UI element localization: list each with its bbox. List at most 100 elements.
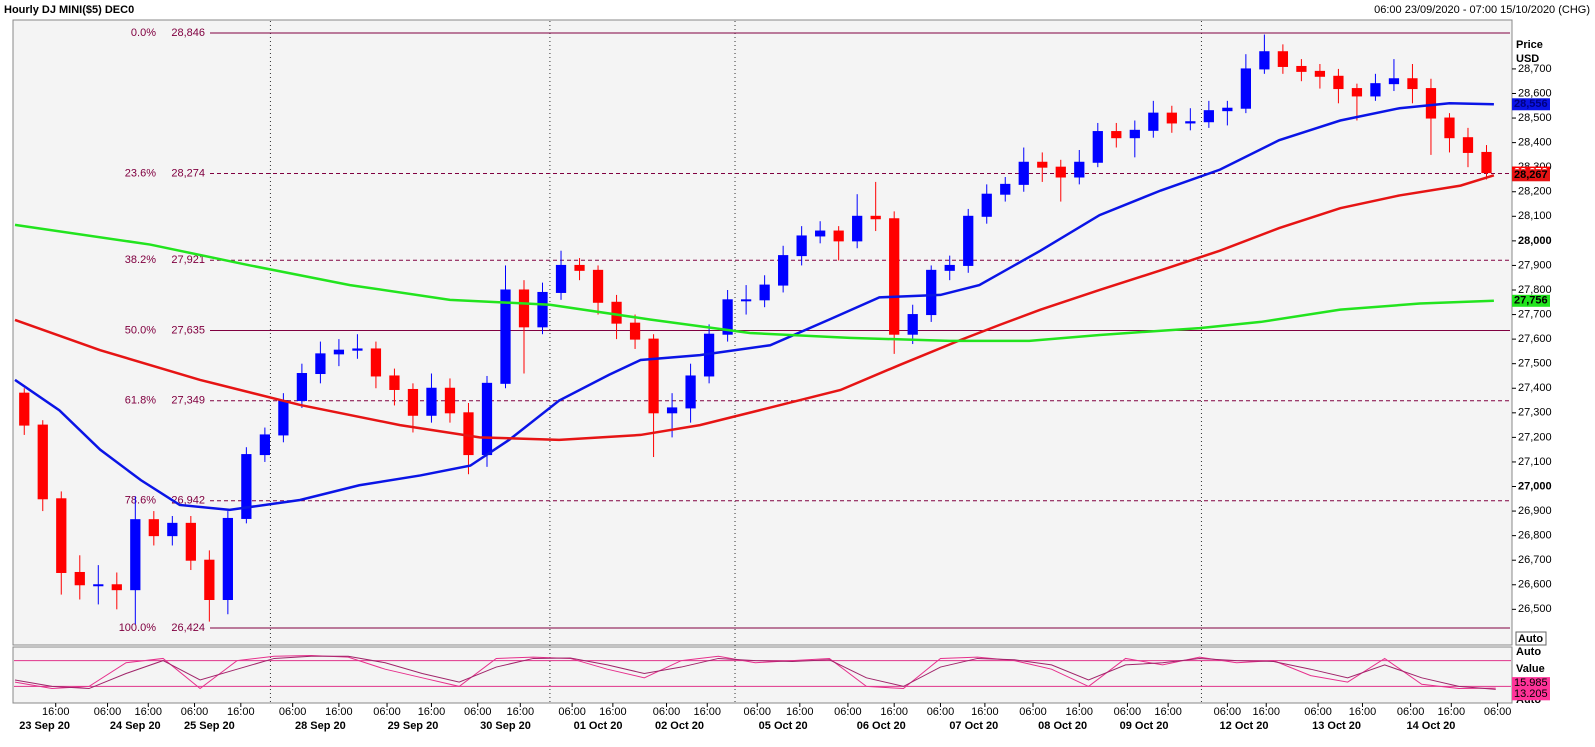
y-tick-label: 26,800 <box>1518 530 1552 542</box>
candle-body <box>444 387 456 414</box>
candle-body <box>19 392 30 426</box>
x-tick-label: 06:00 <box>1019 706 1047 718</box>
date-label: 05 Oct 20 <box>759 720 808 732</box>
price-tag <box>1512 169 1550 182</box>
candle-body <box>889 218 900 335</box>
candle-body <box>778 255 789 286</box>
y-tick-label: 26,700 <box>1518 554 1552 566</box>
x-tick-label: 06:00 <box>279 706 307 718</box>
x-tick-label: 06:00 <box>1397 706 1425 718</box>
y-tick-label: 27,500 <box>1518 358 1552 370</box>
candle-body <box>574 264 585 271</box>
candle-body <box>1314 70 1326 77</box>
x-tick-label: 16:00 <box>880 706 908 718</box>
y-tick-label: 27,700 <box>1518 308 1552 320</box>
y-tick-label: 28,400 <box>1518 137 1552 149</box>
y-tick-label: 27,900 <box>1518 259 1552 271</box>
y-tick-label: 28,100 <box>1518 210 1552 222</box>
candle-body <box>963 215 974 266</box>
y-tick-label: 27,300 <box>1518 407 1552 419</box>
fib-ratio: 100.0% <box>119 622 157 634</box>
fib-price: 27,921 <box>171 254 205 266</box>
y-tick-label: 28,600 <box>1518 87 1552 99</box>
date-label: 24 Sep 20 <box>110 720 161 732</box>
date-label: 13 Oct 20 <box>1312 720 1361 732</box>
auto-button-label[interactable]: Auto <box>1518 633 1543 645</box>
osc-tag-label: 13.205 <box>1514 688 1548 700</box>
price-tag <box>1512 98 1550 111</box>
date-label: 09 Oct 20 <box>1120 720 1169 732</box>
candle-body <box>407 388 419 416</box>
moving-average <box>14 102 1494 512</box>
candle-body <box>370 348 382 377</box>
x-tick-label: 06:00 <box>94 706 122 718</box>
fib-ratio: 50.0% <box>125 324 156 336</box>
candle-body <box>426 387 437 416</box>
candle-body <box>611 301 622 324</box>
y-tick-label: 27,100 <box>1518 456 1552 468</box>
candle-body <box>722 299 733 335</box>
chart-title: Hourly DJ MINI($5) DEC0 <box>4 4 134 16</box>
candle-body <box>111 584 122 591</box>
osc-line <box>14 654 1496 690</box>
candle-body <box>629 322 641 340</box>
x-tick-label: 16:00 <box>227 706 255 718</box>
x-tick-label: 06:00 <box>464 706 492 718</box>
candle-body <box>463 412 474 456</box>
candle-body <box>537 291 548 328</box>
osc-auto-label[interactable]: Auto <box>1516 646 1541 658</box>
fib-price: 27,635 <box>171 324 205 336</box>
fib-price: 28,846 <box>171 27 205 39</box>
candle-body <box>1018 161 1029 185</box>
candle-body <box>1462 137 1474 153</box>
candle-body <box>37 424 48 500</box>
candle-body <box>926 269 937 316</box>
candle-body <box>1000 183 1011 195</box>
date-label: 29 Sep 20 <box>388 720 439 732</box>
candle-body <box>518 289 530 328</box>
candle-body <box>740 299 752 302</box>
candle-body <box>1055 166 1066 178</box>
candle-body <box>1222 107 1233 112</box>
candle-body <box>315 353 326 375</box>
date-label: 01 Oct 20 <box>574 720 623 732</box>
fib-ratio: 23.6% <box>125 167 156 179</box>
fib-price: 27,349 <box>171 395 205 407</box>
candle-body <box>185 522 196 561</box>
x-tick-label: 16:00 <box>42 706 70 718</box>
date-label: 07 Oct 20 <box>949 720 998 732</box>
oscillator-panel <box>12 646 1513 704</box>
candle-body <box>56 498 67 573</box>
y-tick-label: 28,000 <box>1518 235 1552 247</box>
date-label: 30 Sep 20 <box>480 720 531 732</box>
x-tick-label: 16:00 <box>786 706 814 718</box>
y-tick-label: 26,500 <box>1518 603 1552 615</box>
candle-body <box>278 400 289 436</box>
x-tick-label: 16:00 <box>1252 706 1280 718</box>
date-label: 23 Sep 20 <box>19 720 70 732</box>
candle-body <box>1166 112 1177 124</box>
candle-body <box>944 264 955 271</box>
candle-body <box>241 454 252 519</box>
y-tick-label: 27,800 <box>1518 284 1552 296</box>
candle-body <box>222 517 233 601</box>
x-tick-label: 16:00 <box>1066 706 1094 718</box>
candle-body <box>981 193 992 217</box>
y-tick-label: 28,500 <box>1518 112 1552 124</box>
x-tick-label: 06:00 <box>743 706 771 718</box>
candle-body <box>1092 131 1103 163</box>
y-tick-label: 26,600 <box>1518 579 1552 591</box>
y-tick-label: 26,900 <box>1518 505 1552 517</box>
candle-body <box>389 375 400 390</box>
candle-body <box>592 269 604 303</box>
candle-body <box>500 289 511 384</box>
date-label: 08 Oct 20 <box>1038 720 1087 732</box>
candle-body <box>333 349 345 355</box>
x-tick-label: 16:00 <box>693 706 721 718</box>
x-tick-label: 16:00 <box>507 706 535 718</box>
auto-button[interactable] <box>1515 631 1547 646</box>
x-tick-label: 16:00 <box>1438 706 1466 718</box>
candle-body <box>1407 78 1418 90</box>
y-tick-label: 27,200 <box>1518 431 1552 443</box>
candle-body <box>1333 75 1344 90</box>
